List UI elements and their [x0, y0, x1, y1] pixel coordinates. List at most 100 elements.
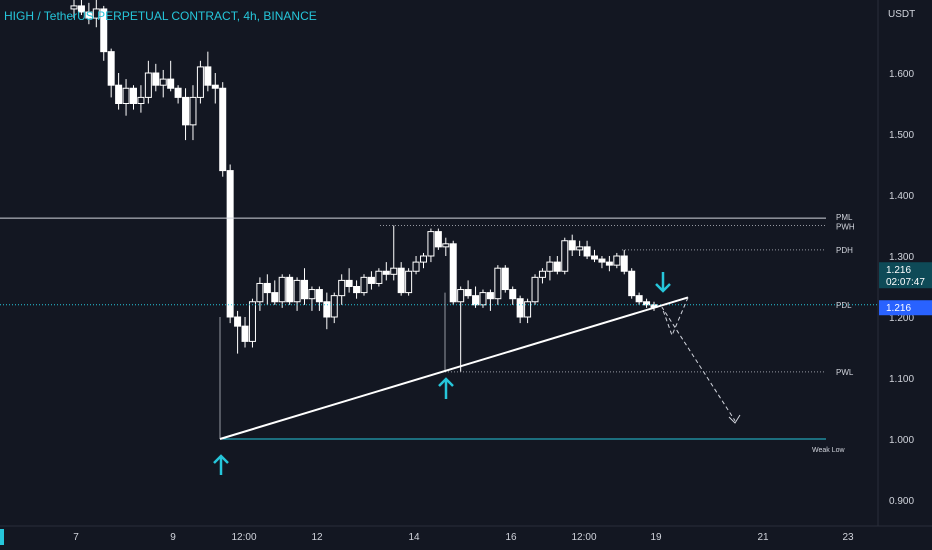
candle-up — [338, 279, 346, 297]
candle-down — [182, 96, 190, 126]
x-tick-label: 19 — [650, 532, 662, 543]
candle-up — [278, 276, 286, 303]
candle-down — [353, 286, 361, 294]
x-tick-label: 14 — [408, 532, 420, 543]
candle-up — [546, 261, 554, 272]
candle-up — [494, 267, 502, 300]
candle-down — [345, 279, 353, 287]
candle-up — [189, 96, 197, 126]
candle-down — [271, 292, 279, 303]
scroll-left-marker — [0, 529, 4, 545]
x-tick-label: 23 — [842, 532, 854, 543]
candle-down — [219, 87, 227, 172]
candle-up — [419, 255, 427, 263]
candle-up — [561, 240, 569, 272]
x-tick-label: 12 — [311, 532, 323, 543]
candle-down — [211, 84, 219, 89]
x-tick-label: 16 — [505, 532, 517, 543]
candle-down — [434, 231, 442, 248]
candle-down — [464, 289, 472, 297]
candle-up — [613, 255, 621, 266]
candle-up — [70, 5, 78, 10]
level-weak-low-label: Weak Low — [812, 447, 845, 454]
level-pdh-label: PDH — [836, 246, 853, 255]
x-tick-label: 12:00 — [571, 532, 596, 543]
candle-down — [397, 267, 405, 294]
candle-up — [248, 301, 256, 342]
candle-down — [598, 258, 606, 263]
candle-up — [412, 261, 420, 272]
down-arrow-icon-head — [655, 283, 671, 293]
trendline — [219, 296, 689, 440]
candle-up — [531, 276, 539, 303]
candle-down — [382, 270, 390, 275]
candle-down — [115, 84, 123, 104]
last-price-value: 1.216 — [886, 265, 911, 276]
candle-down — [605, 261, 613, 266]
candle-down — [241, 325, 249, 342]
countdown-timer: 02:07:47 — [886, 277, 925, 288]
candle-up — [330, 295, 338, 318]
up-arrow-icon-head — [438, 377, 454, 387]
x-tick-label: 12:00 — [231, 532, 256, 543]
level-pwh-label: PWH — [836, 223, 855, 232]
current-price-value: 1.216 — [886, 303, 911, 314]
candle-down — [486, 292, 494, 300]
candle-up — [479, 292, 487, 306]
x-tick-label: 21 — [757, 532, 769, 543]
last-price-badge — [879, 262, 932, 289]
candle-up — [427, 231, 435, 257]
x-tick-label: 9 — [170, 532, 176, 543]
x-tick-label: 7 — [73, 532, 79, 543]
candle-down — [509, 289, 517, 300]
candle-down — [315, 289, 323, 303]
y-tick-label: 1.300 — [889, 252, 914, 263]
candle-up — [159, 78, 167, 86]
level-pwl-label: PWL — [836, 368, 854, 377]
y-tick-label: 0.900 — [889, 496, 914, 507]
candle-up — [375, 270, 383, 284]
candle-down — [583, 246, 591, 257]
candle-down — [449, 243, 457, 303]
candle-down — [152, 72, 160, 86]
level-pdl-label: PDL — [836, 301, 852, 310]
y-tick-label: 1.400 — [889, 191, 914, 202]
y-tick-label: 1.600 — [889, 69, 914, 80]
candle-down — [85, 11, 93, 19]
candle-down — [323, 301, 331, 318]
candle-down — [204, 66, 212, 86]
candle-up — [293, 279, 301, 303]
y-tick-label: 1.000 — [889, 435, 914, 446]
chart-title: HIGH / TetherUS PERPETUAL CONTRACT, 4h, … — [4, 9, 317, 23]
candle-up — [390, 267, 398, 275]
up-arrow-icon-head — [213, 454, 229, 464]
candle-down — [234, 316, 242, 327]
currency-label: USDT — [888, 9, 915, 20]
current-price-badge — [879, 300, 932, 316]
candle-down — [226, 170, 234, 318]
y-tick-label: 1.200 — [889, 313, 914, 324]
candle-up — [308, 289, 316, 300]
candle-down — [167, 78, 175, 89]
candle-down — [367, 276, 375, 284]
candle-down — [501, 267, 509, 291]
candle-up — [457, 289, 465, 303]
candle-down — [553, 261, 561, 272]
candle-down — [635, 295, 643, 303]
candle-down — [263, 282, 271, 294]
candle-up — [137, 96, 145, 105]
candle-down — [568, 240, 576, 251]
candle-down — [643, 301, 651, 306]
candle-up — [538, 270, 546, 278]
y-tick-label: 1.500 — [889, 130, 914, 141]
candle-down — [100, 8, 108, 53]
candle-up — [196, 66, 204, 98]
candle-up — [442, 243, 450, 248]
candle-down — [129, 87, 137, 104]
candle-up — [405, 270, 413, 294]
projection-arrowhead — [728, 414, 741, 424]
candle-up — [122, 87, 130, 104]
level-pml-label: PML — [836, 213, 853, 222]
